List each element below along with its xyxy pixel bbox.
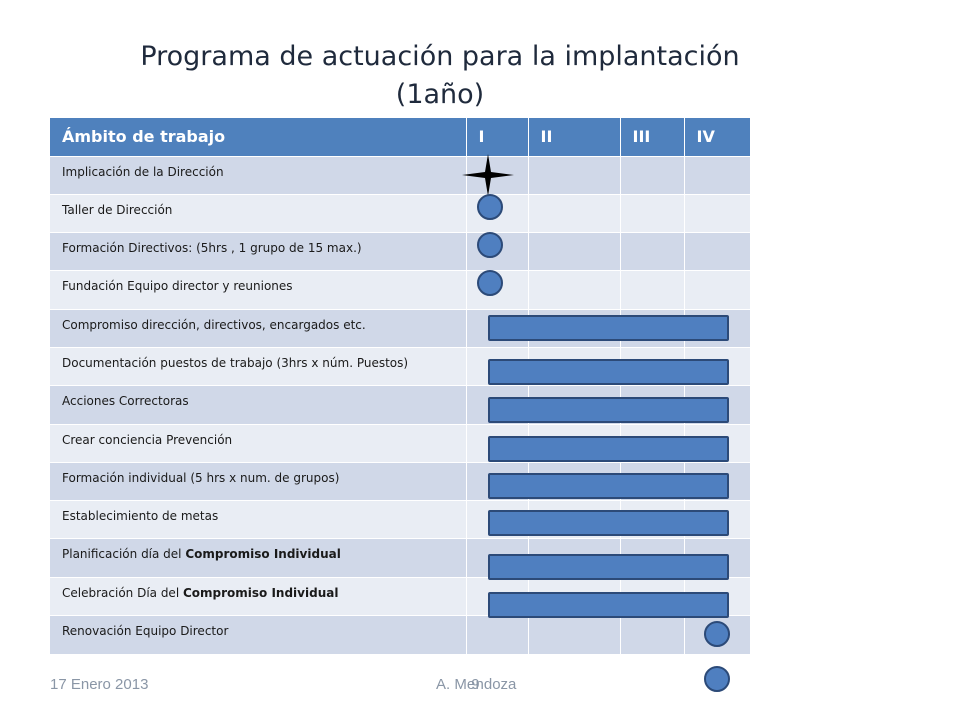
- row-label: Establecimiento de metas: [50, 500, 467, 539]
- duration-bar: [488, 592, 729, 618]
- row-label: Celebración Día del Compromiso Individua…: [50, 576, 467, 616]
- row-label: Formación Directivos: (5hrs , 1 grupo de…: [50, 232, 467, 271]
- header-quarter-3: III: [620, 118, 685, 156]
- duration-bar: [488, 315, 729, 341]
- header-quarter-4: IV: [684, 118, 751, 156]
- milestone-circle-icon: [704, 621, 730, 647]
- header-quarter-1: I: [466, 118, 529, 156]
- table-row: Taller de Dirección: [50, 193, 751, 233]
- milestone-circle-icon: [477, 232, 503, 258]
- row-label: Fundación Equipo director y reuniones: [50, 270, 467, 310]
- row-label-bold: Compromiso Individual: [182, 585, 339, 600]
- duration-bar: [488, 436, 729, 462]
- footer-date: 17 Enero 2013: [50, 676, 149, 693]
- footer-author-part1: A. Me: [436, 676, 476, 693]
- duration-bar: [488, 473, 729, 499]
- milestone-circle-icon: [704, 666, 730, 692]
- table-row: Fundación Equipo director y reuniones: [50, 270, 751, 310]
- row-label-text: Planificación día del: [62, 547, 186, 562]
- milestone-circle-icon: [477, 270, 503, 296]
- table-row: Implicación de la Dirección: [50, 155, 751, 195]
- row-label: Crear conciencia Prevención: [50, 423, 467, 463]
- four-point-star-icon: [462, 154, 514, 196]
- row-label: Taller de Dirección: [50, 193, 467, 233]
- row-label: Implicación de la Dirección: [50, 155, 467, 195]
- row-label: Acciones Correctoras: [50, 385, 467, 425]
- header-quarter-2: II: [528, 118, 621, 156]
- row-label-bold: Compromiso Individual: [185, 547, 341, 562]
- table-row: Establecimiento de metas: [50, 500, 751, 539]
- row-label: Compromiso dirección, directivos, encarg…: [50, 308, 467, 348]
- row-label: Formación individual (5 hrs x num. de gr…: [50, 461, 467, 501]
- duration-bar: [488, 397, 729, 423]
- row-label: Renovación Equipo Director: [50, 615, 467, 654]
- duration-bar: [488, 554, 729, 580]
- footer-author-part2: ndoza: [475, 676, 517, 693]
- slide-title-line-2: (1año): [395, 79, 485, 110]
- milestone-circle-icon: [477, 194, 503, 220]
- footer-author: A. Me9ndoza: [436, 676, 516, 693]
- row-label-text: Celebración Día del: [62, 585, 183, 600]
- row-label: Planificación día del Compromiso Individ…: [50, 538, 467, 578]
- slide-title-line-1: Programa de actuación para la implantaci…: [140, 41, 740, 72]
- slide-title: Programa de actuación para la implantaci…: [60, 38, 820, 114]
- duration-bar: [488, 510, 729, 536]
- table-row: Formación Directivos: (5hrs , 1 grupo de…: [50, 232, 751, 271]
- table-header-row: Ámbito de trabajo I II III IV: [50, 118, 751, 156]
- duration-bar: [488, 359, 729, 385]
- footer-page-number: 9: [471, 676, 480, 693]
- row-label: Documentación puestos de trabajo (3hrs x…: [50, 346, 467, 386]
- header-scope: Ámbito de trabajo: [50, 118, 467, 156]
- table-row: Renovación Equipo Director: [50, 615, 751, 654]
